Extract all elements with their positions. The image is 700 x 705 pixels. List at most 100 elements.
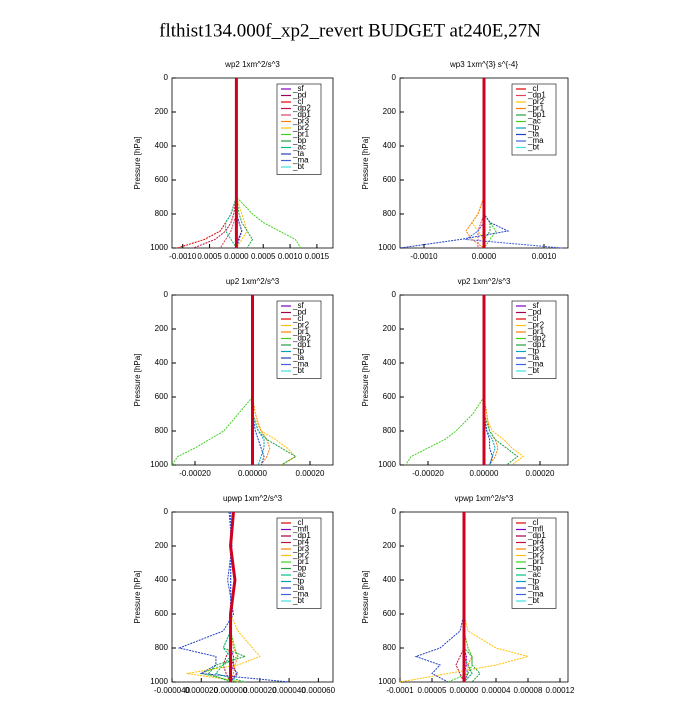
x-tick-label: 0.000000 <box>214 686 248 695</box>
profile-line <box>177 511 290 683</box>
y-tick-label: 1000 <box>150 677 168 686</box>
legend-label: _ta <box>527 353 540 362</box>
y-tick-label: 600 <box>383 175 397 184</box>
legend-label: _pr2 <box>292 321 310 330</box>
legend-label: _cl <box>292 518 303 527</box>
y-tick-label: 400 <box>383 141 397 150</box>
y-tick-label: 600 <box>155 175 169 184</box>
x-tick-label: -0.00020 <box>412 469 444 478</box>
y-tick-label: 800 <box>155 426 169 435</box>
legend-label: _bp1 <box>527 110 546 119</box>
plot-frame <box>171 511 334 683</box>
y-tick-label: 800 <box>383 209 397 218</box>
y-axis-label: Pressure [hPa] <box>133 354 142 407</box>
y-tick-label: 400 <box>383 575 397 584</box>
legend-label: _pr3 <box>292 544 310 553</box>
x-tick-label: 0.0010 <box>532 252 557 261</box>
x-tick-label: -0.000040 <box>154 686 191 695</box>
x-tick-label: 0.00012 <box>546 686 575 695</box>
legend-label: _tp <box>527 347 540 356</box>
legend-label: _ma <box>527 590 544 599</box>
legend-label: _cl <box>292 314 303 323</box>
legend-label: _pr1 <box>527 557 545 566</box>
y-tick-label: 0 <box>164 290 169 299</box>
legend-label: _cl <box>292 97 303 106</box>
y-tick-label: 0 <box>392 507 397 516</box>
x-tick-label: 0.0000 <box>472 252 497 261</box>
legend-label: _sf <box>527 301 539 310</box>
y-tick-label: 0 <box>164 507 169 516</box>
panel-title: vpwp 1xm^2/s^3 <box>455 494 514 503</box>
legend-label: _bp <box>292 136 307 145</box>
y-tick-label: 600 <box>383 392 397 401</box>
y-tick-label: 600 <box>383 609 397 618</box>
legend-label: _ta <box>527 583 540 592</box>
y-tick-label: 600 <box>155 392 169 401</box>
x-tick-label: -0.00020 <box>179 469 211 478</box>
y-axis-label: Pressure [hPa] <box>361 137 370 190</box>
legend-box <box>276 83 322 175</box>
legend-label: _pr1 <box>527 327 545 336</box>
legend-label: _ta <box>292 353 305 362</box>
y-tick-label: 600 <box>155 609 169 618</box>
legend-label: _tp <box>292 347 305 356</box>
legend-label: _pd <box>527 308 541 317</box>
y-axis-label: Pressure [hPa] <box>361 571 370 624</box>
y-tick-label: 400 <box>155 575 169 584</box>
y-tick-label: 800 <box>383 426 397 435</box>
legend-label: _tp <box>527 577 540 586</box>
legend-label: _dp1 <box>527 91 546 100</box>
legend-label: _pr2 <box>527 321 545 330</box>
profile-line <box>171 295 253 466</box>
legend-label: _pr2 <box>292 551 310 560</box>
legend-label: _dp1 <box>292 531 311 540</box>
plot-frame <box>171 77 334 249</box>
legend-label: _bt <box>527 596 540 605</box>
legend-label: _bp <box>527 564 542 573</box>
legend-label: _ac <box>527 570 541 579</box>
x-tick-label: 0.0015 <box>305 252 330 261</box>
legend-label: _pr2 <box>527 97 545 106</box>
legend-label: _ma <box>292 590 309 599</box>
x-tick-label: 0.00000 <box>470 469 499 478</box>
profile-line <box>252 295 265 466</box>
profile-line <box>399 78 510 249</box>
legend-label: _dp1 <box>527 531 546 540</box>
legend-label: _pr4 <box>292 538 310 547</box>
x-tick-label: 0.000020 <box>185 686 219 695</box>
profile-line <box>219 78 237 249</box>
legend-label: _bt <box>527 366 540 375</box>
legend-label: _dp1 <box>292 340 311 349</box>
legend-label: _ma <box>527 360 544 369</box>
y-tick-label: 800 <box>155 209 169 218</box>
legend-label: _dp2 <box>527 334 546 343</box>
legend-label: _tp <box>292 577 305 586</box>
legend-label: _tp <box>527 123 540 132</box>
x-tick-label: -0.0010 <box>169 252 197 261</box>
legend-label: _pr1 <box>292 327 310 336</box>
legend-label: _mfl <box>292 525 308 534</box>
legend-label: _dp2 <box>292 104 311 113</box>
x-tick-label: 0.00020 <box>526 469 555 478</box>
y-tick-label: 800 <box>383 643 397 652</box>
y-tick-label: 1000 <box>378 460 396 469</box>
legend-box <box>511 517 557 609</box>
legend-label: _sf <box>292 301 304 310</box>
y-tick-label: 400 <box>155 141 169 150</box>
legend-label: _cl <box>527 84 538 93</box>
y-tick-label: 200 <box>383 324 397 333</box>
legend-label: _bt <box>292 366 305 375</box>
legend-label: _ac <box>292 143 306 152</box>
legend-label: _dp1 <box>292 110 311 119</box>
y-tick-label: 1000 <box>378 243 396 252</box>
legend-label: _pr4 <box>527 538 545 547</box>
profile-line <box>186 512 261 683</box>
profile-line <box>405 295 485 466</box>
legend-label: _pr1 <box>527 104 545 113</box>
y-tick-label: 200 <box>155 541 169 550</box>
y-tick-label: 0 <box>392 73 397 82</box>
y-tick-label: 400 <box>155 358 169 367</box>
panel-title: upwp 1xm^2/s^3 <box>223 494 283 503</box>
y-tick-label: 1000 <box>378 677 396 686</box>
x-tick-label: 0.00004 <box>482 686 511 695</box>
